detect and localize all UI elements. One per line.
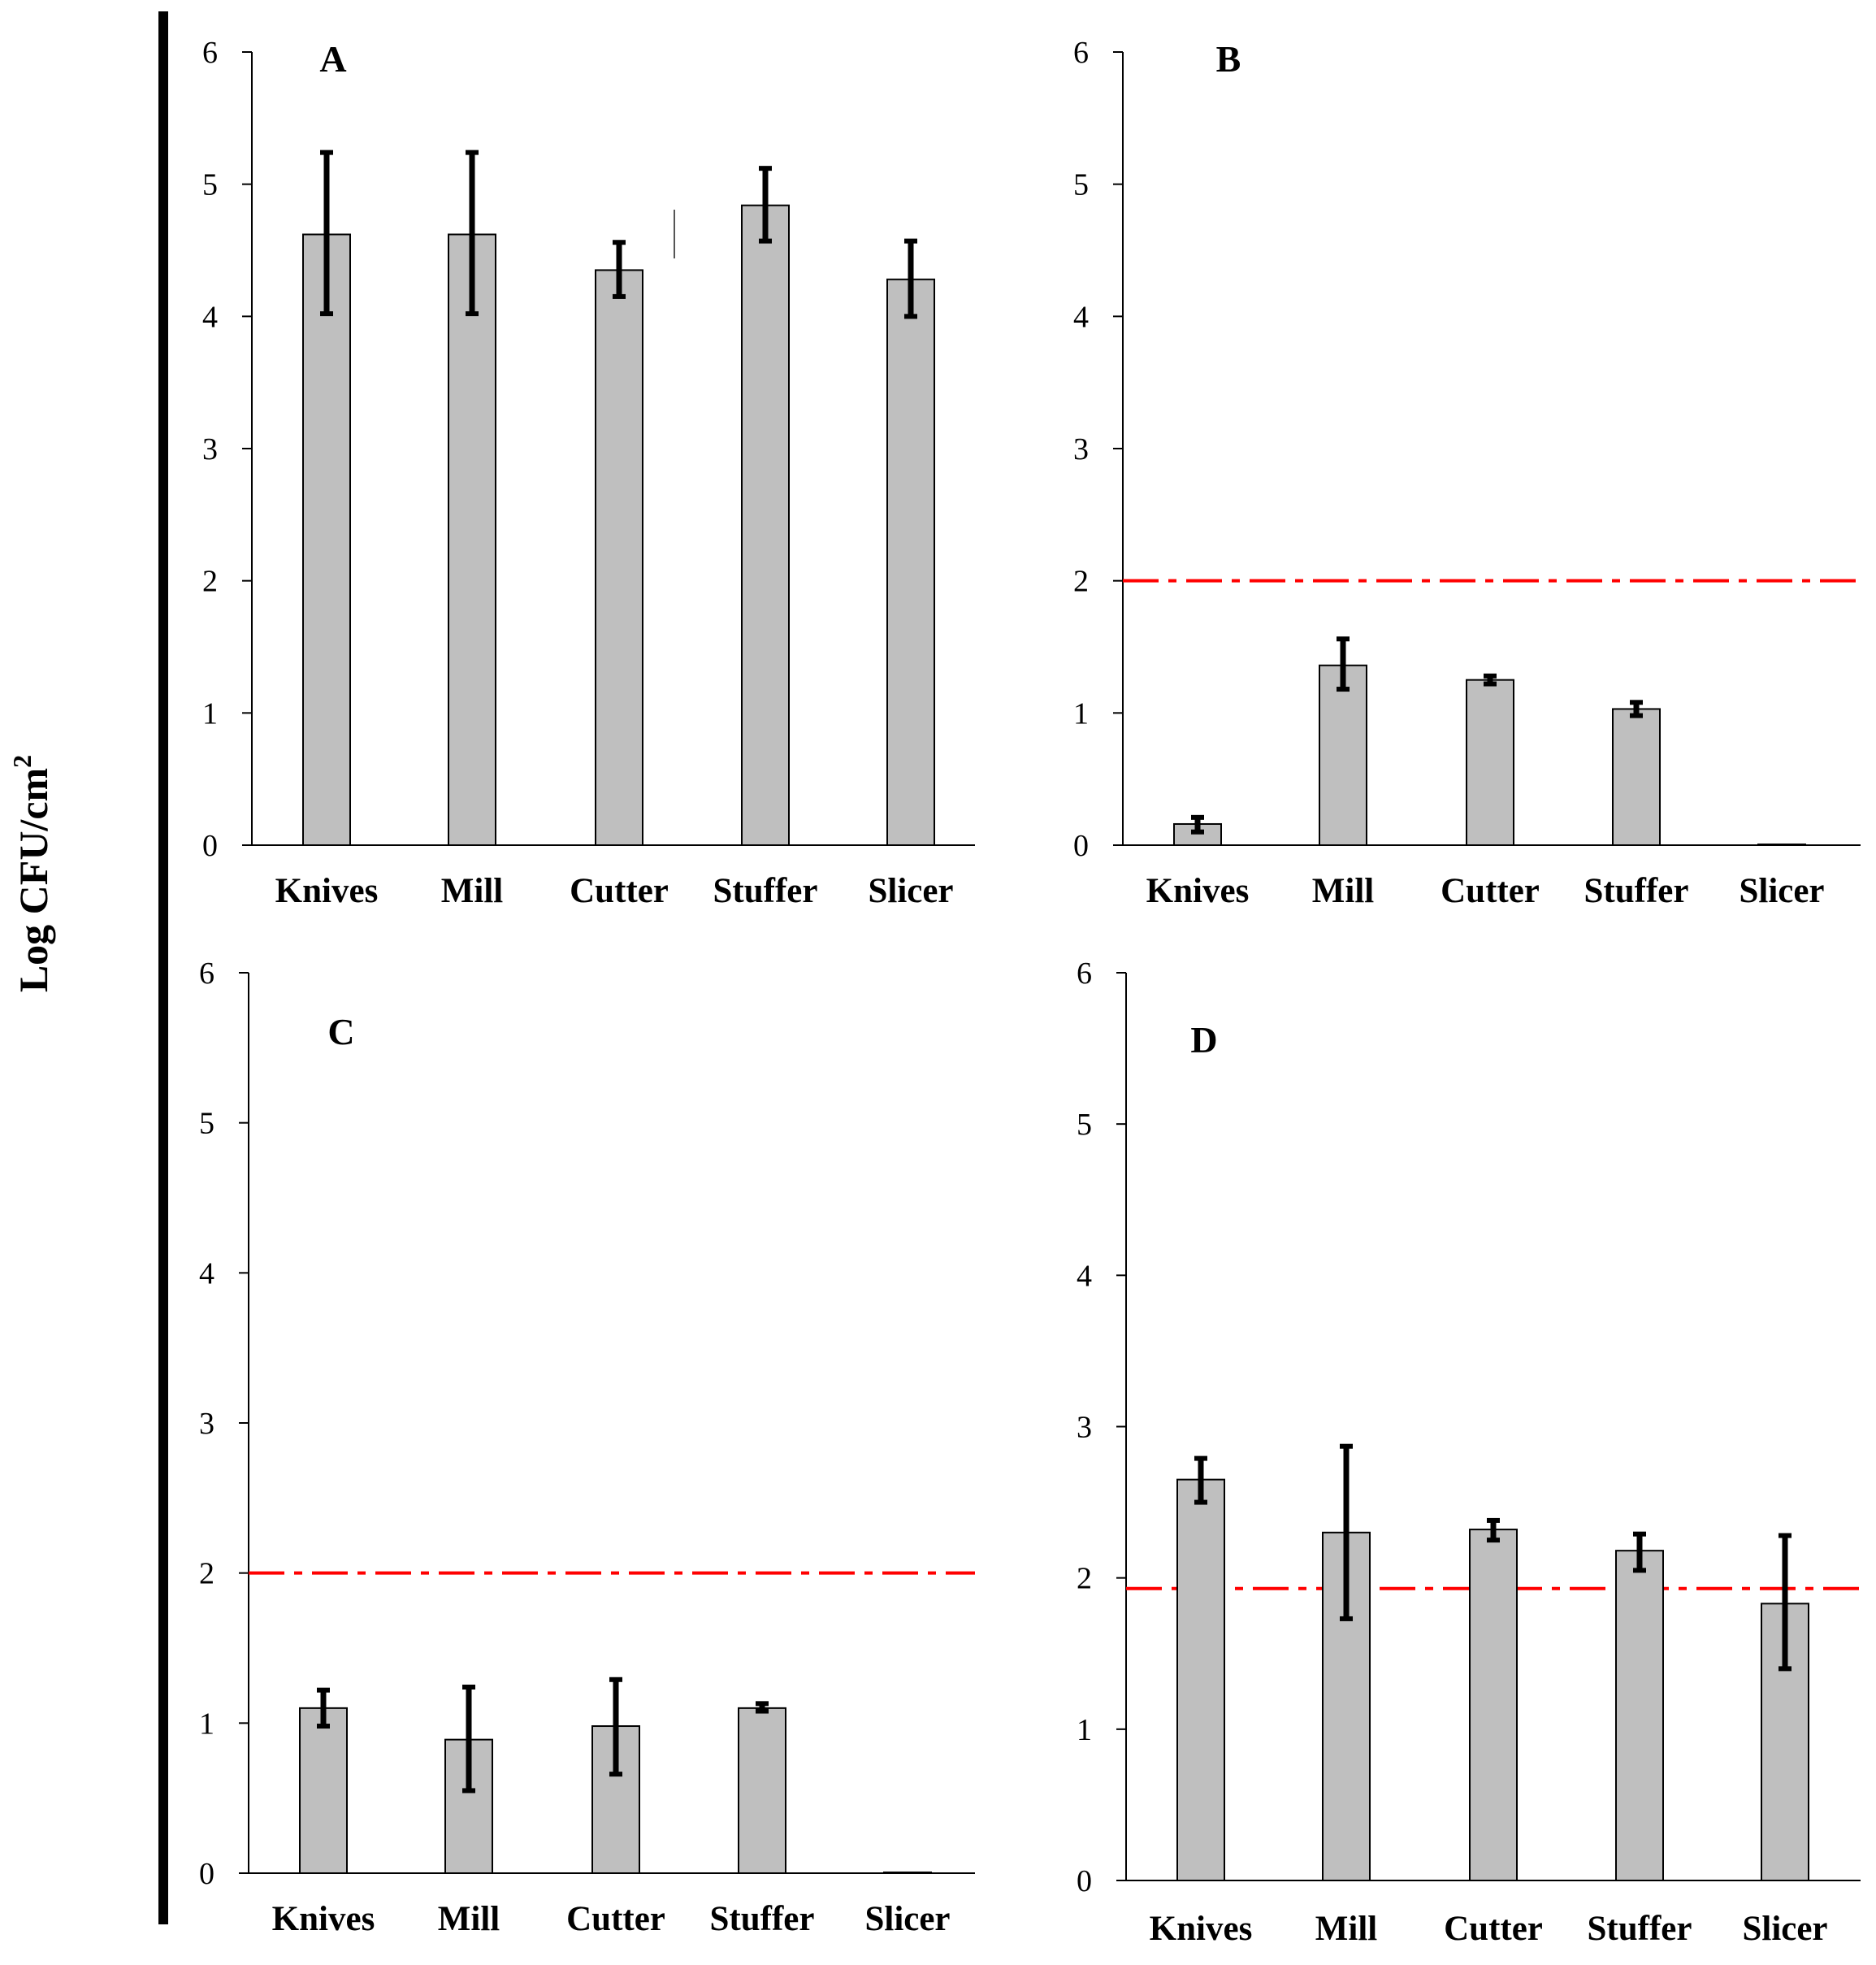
error-bar xyxy=(1630,700,1643,718)
error-bar xyxy=(1191,814,1204,835)
error-bar xyxy=(904,238,917,319)
y-axis-title: Log CFU/cm2 xyxy=(7,755,56,992)
x-category-label: Knives xyxy=(275,872,379,910)
y-tick-label: 2 xyxy=(1073,565,1089,599)
bar xyxy=(448,233,496,847)
bar xyxy=(1615,1550,1664,1881)
x-category-label: Stuffer xyxy=(1588,1910,1692,1948)
y-axis-label-text: Log CFU/cm xyxy=(11,768,56,992)
bar xyxy=(1176,1478,1225,1881)
x-category-label: Slicer xyxy=(864,1900,950,1938)
y-tick-label: 1 xyxy=(1073,696,1089,731)
y-tick-label: 2 xyxy=(1077,1562,1092,1596)
x-category-label: Slicer xyxy=(1742,1910,1827,1948)
error-bar xyxy=(466,150,479,317)
error-bar xyxy=(1340,1443,1353,1621)
panels: 0 1 2 3 4 5 6 Knives Mill Cutter Stuffer Slicer A 0 1 2… xyxy=(199,36,1861,1948)
y-tick-label: 6 xyxy=(202,36,218,70)
x-category-label: Mill xyxy=(438,1900,500,1938)
panel-c: 0 1 2 3 4 5 6 Knives Mill Cutter Stuffer Slicer C xyxy=(199,956,975,1938)
bar xyxy=(1612,708,1661,846)
y-tick-label: 3 xyxy=(1073,432,1089,466)
x-category-label: Slicer xyxy=(868,872,953,910)
x-category-label: Knives xyxy=(272,1900,375,1938)
panel-d: 0 1 2 3 4 5 6 Knives Mill Cutter Stuffer Slicer D xyxy=(1077,956,1861,1948)
bar xyxy=(1757,844,1806,846)
error-bar xyxy=(1337,636,1350,692)
y-tick-label: 3 xyxy=(202,432,218,466)
y-axis-label-superscript: 2 xyxy=(7,755,37,768)
y-tick-label: 1 xyxy=(199,1707,214,1741)
panel-label: B xyxy=(1216,38,1241,80)
y-tick-label: 4 xyxy=(1077,1259,1092,1293)
y-tick-label: 2 xyxy=(202,565,218,599)
x-category-label: Slicer xyxy=(1739,872,1824,910)
error-bar xyxy=(1633,1531,1646,1573)
error-bar xyxy=(759,166,772,244)
x-category-label: Cutter xyxy=(566,1900,665,1938)
panel-label: A xyxy=(319,38,346,80)
y-tick-label: 6 xyxy=(199,956,214,991)
y-tick-label: 0 xyxy=(1073,829,1089,863)
error-bar xyxy=(609,1677,622,1777)
x-category-label: Stuffer xyxy=(1584,872,1689,910)
x-category-label: Stuffer xyxy=(710,1900,815,1938)
bar xyxy=(595,269,643,846)
panel-label: D xyxy=(1190,1019,1217,1061)
y-tick-label: 6 xyxy=(1073,36,1089,70)
error-bar xyxy=(320,150,333,317)
error-bar xyxy=(462,1685,475,1794)
error-bar xyxy=(756,1701,769,1714)
bar xyxy=(741,204,790,846)
y-tick-label: 0 xyxy=(199,1857,214,1891)
x-category-label: Mill xyxy=(441,872,503,910)
bar xyxy=(299,1707,348,1875)
bar xyxy=(1319,664,1367,846)
y-tick-label: 1 xyxy=(1077,1713,1092,1747)
x-category-label: Knives xyxy=(1150,1910,1253,1948)
bar xyxy=(1469,1529,1518,1882)
bar xyxy=(1466,679,1514,847)
y-tick-label: 5 xyxy=(1077,1108,1092,1142)
y-tick-label: 4 xyxy=(199,1256,214,1290)
x-category-label: Stuffer xyxy=(713,872,818,910)
panel-label: C xyxy=(327,1011,354,1052)
error-bar xyxy=(613,240,626,299)
error-bar xyxy=(1487,1517,1500,1543)
bar xyxy=(302,233,351,847)
left-divider-bar xyxy=(158,11,168,1924)
x-category-label: Mill xyxy=(1312,872,1374,910)
y-tick-label: 5 xyxy=(202,168,218,202)
y-tick-label: 3 xyxy=(199,1407,214,1441)
panel-b: 0 1 2 3 4 5 6 Knives Mill Cutter Stuffer Slicer B xyxy=(1073,36,1861,910)
error-bar xyxy=(317,1687,330,1729)
y-tick-label: 5 xyxy=(1073,168,1089,202)
bar xyxy=(738,1707,786,1875)
x-category-label: Knives xyxy=(1146,872,1250,910)
panel-a: 0 1 2 3 4 5 6 Knives Mill Cutter Stuffer Slicer A xyxy=(202,36,975,910)
error-bar xyxy=(1779,1533,1792,1672)
bar xyxy=(886,278,935,846)
y-axis-label: Log CFU/cm2 xyxy=(7,755,56,992)
y-tick-label: 4 xyxy=(1073,300,1089,334)
y-tick-label: 1 xyxy=(202,696,218,731)
y-tick-label: 2 xyxy=(199,1557,214,1591)
error-bar xyxy=(1194,1455,1207,1505)
x-category-label: Cutter xyxy=(1441,872,1540,910)
error-bar xyxy=(1484,673,1497,687)
x-category-label: Cutter xyxy=(1444,1910,1543,1948)
y-tick-label: 4 xyxy=(202,300,218,334)
y-tick-label: 3 xyxy=(1077,1411,1092,1445)
x-category-label: Cutter xyxy=(570,872,669,910)
y-tick-label: 5 xyxy=(199,1107,214,1141)
x-category-label: Mill xyxy=(1315,1910,1377,1948)
y-tick-label: 6 xyxy=(1077,956,1092,991)
bar xyxy=(883,1872,932,1874)
y-tick-label: 0 xyxy=(202,829,218,863)
y-tick-label: 0 xyxy=(1077,1864,1092,1898)
